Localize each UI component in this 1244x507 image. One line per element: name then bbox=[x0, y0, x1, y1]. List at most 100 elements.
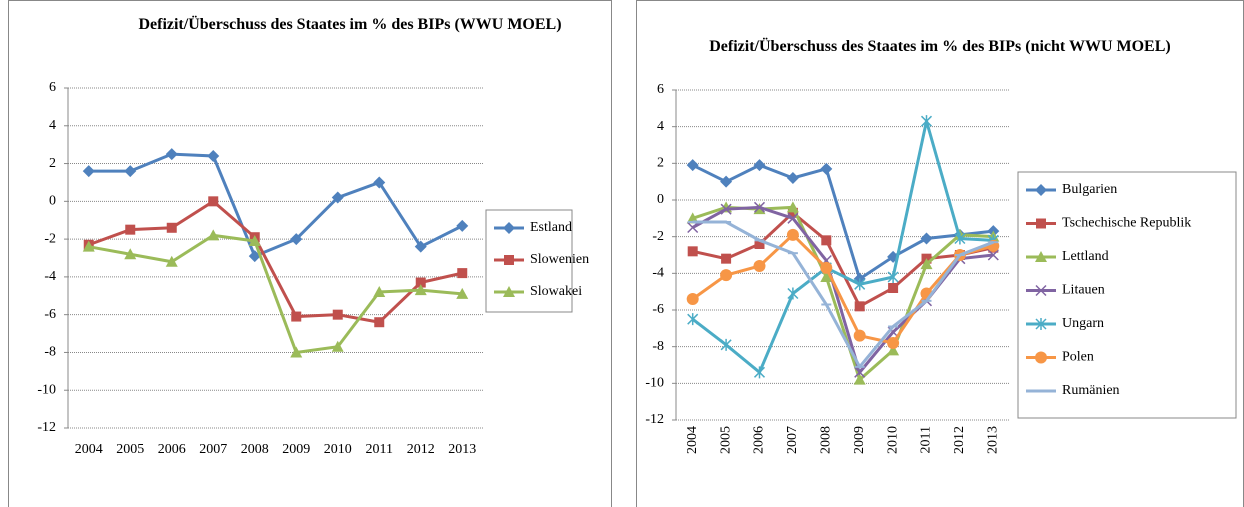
legend-box bbox=[1017, 171, 1237, 419]
x-tick-label: 2010 bbox=[324, 442, 352, 457]
series-line bbox=[88, 233, 463, 355]
series-line bbox=[691, 205, 994, 376]
marker bbox=[125, 224, 136, 235]
marker bbox=[887, 337, 900, 349]
series-line bbox=[691, 120, 994, 375]
marker bbox=[208, 196, 219, 207]
marker bbox=[987, 249, 999, 261]
marker bbox=[720, 203, 732, 215]
marker bbox=[290, 346, 303, 358]
marker bbox=[853, 373, 866, 385]
x-tick-label: 2009 bbox=[282, 442, 310, 457]
marker bbox=[165, 255, 178, 267]
marker bbox=[207, 229, 220, 241]
y-tick-label: 6 bbox=[657, 82, 664, 97]
x-tick-label: 2008 bbox=[819, 426, 834, 454]
legend-label: Lettland bbox=[1062, 249, 1109, 264]
series-line bbox=[692, 220, 994, 370]
y-tick-label: 4 bbox=[657, 119, 664, 134]
marker bbox=[920, 115, 933, 128]
marker bbox=[787, 287, 799, 300]
marker bbox=[1035, 184, 1047, 196]
y-tick-label: 2 bbox=[657, 156, 664, 171]
marker bbox=[720, 338, 732, 351]
y-tick-label: 0 bbox=[657, 192, 664, 207]
marker bbox=[887, 271, 899, 283]
x-tick-label: 2010 bbox=[885, 426, 900, 454]
legend-label: Estland bbox=[530, 220, 572, 235]
marker bbox=[290, 233, 303, 246]
x-tick-label: 2004 bbox=[75, 442, 103, 457]
chart-title: Defizit/Überschuss des Staates im % des … bbox=[138, 16, 562, 33]
marker bbox=[687, 313, 699, 326]
marker bbox=[820, 162, 833, 175]
marker bbox=[457, 268, 468, 279]
y-tick-label: -2 bbox=[44, 231, 56, 246]
y-tick-label: -8 bbox=[652, 339, 664, 354]
marker bbox=[166, 222, 177, 233]
marker bbox=[720, 175, 733, 188]
marker bbox=[456, 219, 469, 232]
marker bbox=[687, 221, 699, 234]
marker bbox=[753, 201, 766, 213]
marker bbox=[686, 159, 699, 172]
marker bbox=[686, 293, 699, 305]
marker bbox=[374, 317, 385, 328]
marker bbox=[373, 286, 386, 297]
x-tick-label: 2009 bbox=[852, 426, 867, 454]
marker bbox=[954, 232, 966, 245]
series-line bbox=[88, 152, 463, 259]
marker bbox=[1036, 218, 1046, 229]
x-tick-label: 2005 bbox=[718, 426, 733, 454]
chart: -12 -10 -8 -6 -4 -2 0 2 4 6 2004 2005 2006 2007 2008 20… bbox=[636, 0, 1244, 507]
y-tick-label: -10 bbox=[37, 382, 56, 397]
x-tick-label: 2007 bbox=[199, 442, 227, 457]
marker bbox=[82, 165, 95, 178]
legend-label: Litauen bbox=[1062, 283, 1105, 298]
marker bbox=[1035, 284, 1047, 297]
legend-label: Ungarn bbox=[1062, 316, 1104, 331]
marker bbox=[821, 235, 832, 246]
x-tick-label: 2007 bbox=[785, 426, 800, 454]
x-tick-label: 2004 bbox=[685, 426, 700, 454]
marker bbox=[504, 255, 514, 265]
marker bbox=[331, 191, 344, 204]
marker bbox=[786, 201, 799, 213]
marker bbox=[1035, 318, 1047, 330]
marker bbox=[414, 284, 427, 296]
marker bbox=[786, 172, 799, 184]
marker bbox=[753, 366, 766, 379]
marker bbox=[687, 246, 698, 257]
marker bbox=[888, 283, 899, 293]
marker bbox=[291, 311, 302, 322]
legend-label: Rumänien bbox=[1062, 383, 1120, 398]
marker bbox=[331, 340, 344, 352]
y-tick-label: -4 bbox=[44, 269, 56, 284]
legend-label: Bulgarien bbox=[1062, 182, 1117, 197]
marker bbox=[754, 239, 765, 249]
marker bbox=[124, 248, 137, 260]
marker bbox=[820, 261, 833, 274]
y-tick-label: 0 bbox=[49, 194, 56, 209]
y-tick-label: -12 bbox=[37, 420, 56, 435]
marker bbox=[920, 258, 933, 270]
marker bbox=[920, 232, 933, 245]
marker bbox=[82, 240, 95, 252]
x-tick-label: 2005 bbox=[116, 442, 144, 457]
marker bbox=[414, 240, 427, 253]
marker bbox=[787, 212, 799, 224]
marker bbox=[332, 309, 343, 320]
marker bbox=[887, 344, 900, 356]
marker bbox=[456, 287, 469, 299]
series-line bbox=[692, 163, 994, 282]
y-tick-label: -10 bbox=[645, 376, 664, 391]
y-tick-label: 6 bbox=[49, 80, 56, 95]
x-tick-label: 2008 bbox=[241, 442, 269, 457]
marker bbox=[1035, 251, 1047, 262]
legend-label: Polen bbox=[1062, 350, 1094, 365]
marker bbox=[721, 253, 732, 264]
legend-label: Slowakei bbox=[530, 284, 582, 299]
marker bbox=[207, 150, 220, 162]
x-tick-label: 2011 bbox=[919, 426, 934, 453]
marker bbox=[165, 148, 178, 161]
